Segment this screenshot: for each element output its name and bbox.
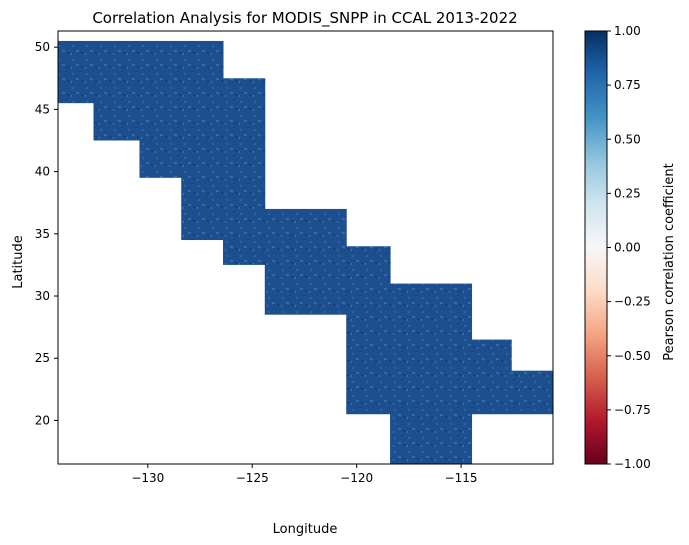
data-cell-block (264, 208, 347, 315)
colorbar-tick-label: 1.00 (614, 24, 641, 38)
chart-title: Correlation Analysis for MODIS_SNPP in C… (92, 9, 517, 28)
y-tick-label: 40 (35, 165, 50, 179)
data-cell-block (390, 283, 473, 464)
y-tick-label: 20 (35, 413, 50, 427)
colorbar-gradient (584, 30, 608, 465)
x-tick-label: −115 (445, 471, 478, 485)
colorbar-tick-label: 0.50 (614, 132, 641, 146)
data-cell-block (223, 78, 266, 265)
data-cell-block (139, 40, 182, 178)
plot-area (57, 30, 554, 465)
data-cell-block (471, 339, 512, 415)
data-cell-block (346, 246, 391, 415)
data-cell-block (511, 370, 553, 415)
data-cell-block (93, 40, 140, 141)
y-axis-label: Latitude (11, 235, 26, 289)
x-tick-label: −120 (340, 471, 373, 485)
data-cell-block (58, 40, 95, 104)
colorbar: 1.00 0.75 0.50 0.25 0.00 −0.25 −0.50 −0.75 −1.00… (584, 24, 677, 471)
y-tick-label: 50 (35, 40, 50, 54)
x-axis-label: Longitude (273, 522, 338, 537)
colorbar-tick-label: 0.25 (614, 186, 641, 200)
x-tick-label: −130 (131, 471, 164, 485)
colorbar-tick-label: −0.75 (614, 403, 651, 417)
y-tick-label: 25 (35, 351, 50, 365)
plot-frame (57, 30, 554, 465)
x-tick-label: −125 (236, 471, 269, 485)
x-axis: −130 −125 −120 −115 (131, 464, 478, 485)
y-axis: 20 25 30 35 40 45 50 (35, 40, 58, 427)
colorbar-tick-label: −1.00 (614, 457, 651, 471)
colorbar-tick-label: 0.00 (614, 241, 641, 255)
colorbar-label: Pearson correlation coefficient (662, 163, 677, 360)
colorbar-tick-label: 0.75 (614, 78, 641, 92)
colorbar-tick-label: −0.25 (614, 295, 651, 309)
y-tick-label: 35 (35, 227, 50, 241)
colorbar-tick-label: −0.50 (614, 349, 651, 363)
y-tick-label: 45 (35, 102, 50, 116)
y-tick-label: 30 (35, 289, 50, 303)
data-cell-block (181, 40, 224, 241)
